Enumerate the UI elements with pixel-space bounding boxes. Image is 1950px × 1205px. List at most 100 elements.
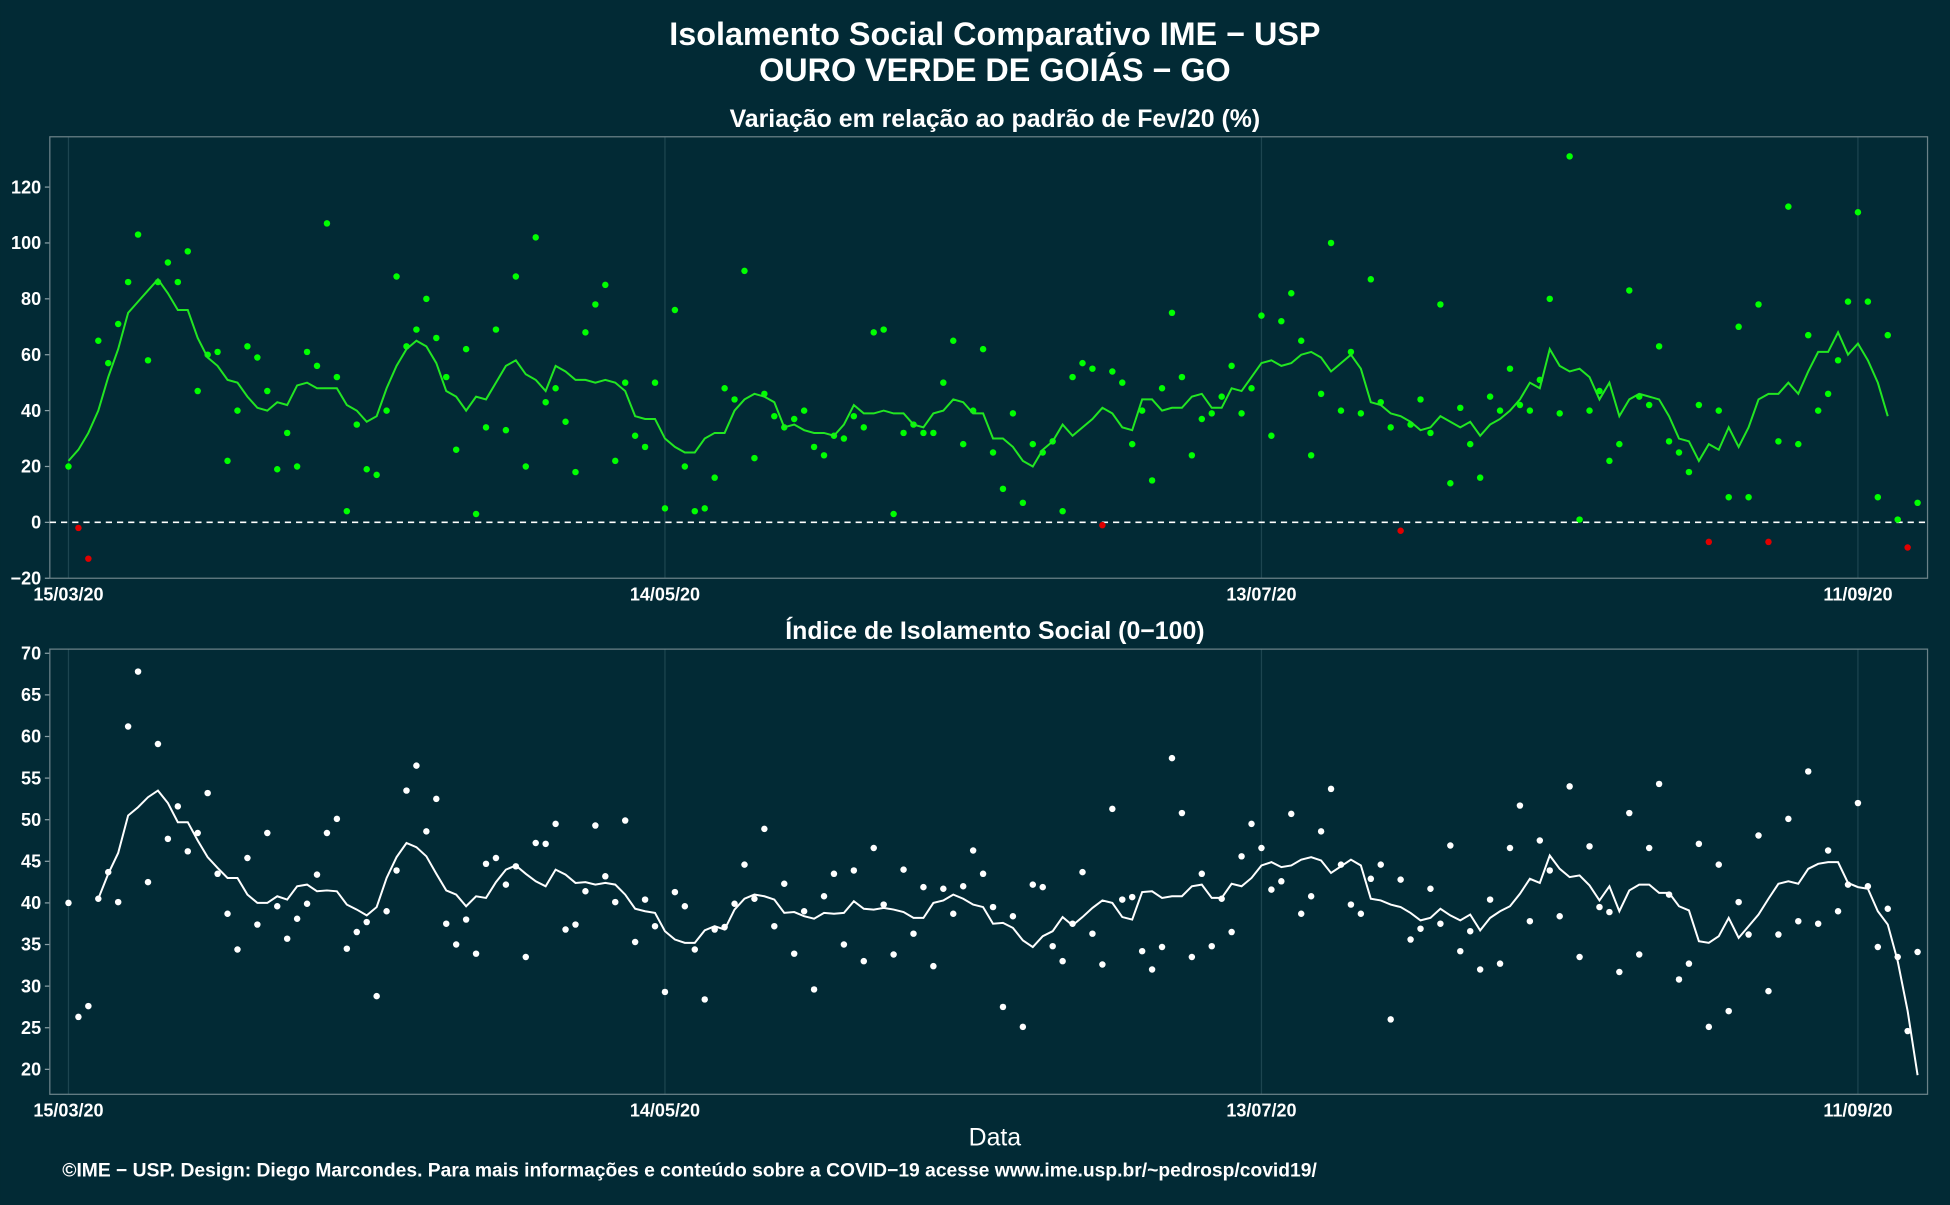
point xyxy=(1099,961,1106,968)
point xyxy=(1675,976,1683,983)
point xyxy=(1795,440,1802,448)
x-tick-label: 11/09/20 xyxy=(1823,585,1892,605)
point xyxy=(293,463,301,470)
point xyxy=(413,762,420,769)
point xyxy=(920,883,927,891)
point xyxy=(114,320,122,328)
point xyxy=(900,866,907,873)
point xyxy=(462,916,470,923)
point xyxy=(582,329,589,336)
caption: ©IME − USP. Design: Diego Marcondes. Par… xyxy=(62,1160,1317,1181)
point xyxy=(164,835,172,843)
point xyxy=(989,903,997,911)
point xyxy=(234,946,241,953)
point xyxy=(1645,844,1653,852)
point xyxy=(661,988,669,996)
point xyxy=(1387,1016,1394,1023)
point xyxy=(1904,544,1911,551)
point xyxy=(323,220,331,227)
point xyxy=(1238,853,1245,860)
point xyxy=(1745,931,1752,938)
moving-average-line xyxy=(67,277,1889,468)
point xyxy=(254,921,261,928)
point xyxy=(959,440,967,448)
point xyxy=(1198,870,1206,878)
y-tick-label: 100 xyxy=(11,233,41,253)
point xyxy=(313,871,321,878)
point xyxy=(1884,331,1891,339)
point xyxy=(1685,468,1693,476)
point xyxy=(274,466,281,473)
point xyxy=(1755,301,1762,308)
point xyxy=(542,398,549,406)
point xyxy=(602,281,609,289)
point xyxy=(1367,276,1375,283)
point xyxy=(1566,153,1573,160)
point xyxy=(761,825,768,833)
point xyxy=(1645,401,1653,409)
point xyxy=(671,888,679,896)
point xyxy=(641,443,649,451)
point xyxy=(184,848,192,855)
point xyxy=(562,926,569,933)
point xyxy=(1596,903,1603,911)
point xyxy=(1317,390,1325,398)
point xyxy=(602,873,609,880)
point xyxy=(452,446,460,453)
point xyxy=(85,555,92,562)
point xyxy=(1009,410,1017,417)
point xyxy=(1556,912,1563,920)
point xyxy=(1735,898,1742,906)
point xyxy=(1039,883,1046,891)
point xyxy=(721,385,728,392)
point xyxy=(552,385,559,392)
point xyxy=(1297,337,1305,344)
point xyxy=(214,870,221,878)
point xyxy=(1208,942,1215,950)
point xyxy=(174,278,182,286)
point xyxy=(999,485,1007,493)
point xyxy=(1198,415,1206,423)
point xyxy=(433,334,440,342)
y-tick-label: −20 xyxy=(11,568,42,588)
point xyxy=(1616,440,1623,448)
point xyxy=(1148,966,1156,973)
point xyxy=(930,429,937,437)
point xyxy=(1188,953,1196,961)
point xyxy=(393,273,400,280)
point xyxy=(800,407,808,414)
point xyxy=(651,379,659,386)
point xyxy=(1814,407,1822,414)
y-tick-label: 40 xyxy=(21,401,41,421)
point xyxy=(1466,927,1474,935)
y-tick-label: 20 xyxy=(21,457,41,477)
point xyxy=(840,941,848,948)
point xyxy=(1327,785,1335,793)
point xyxy=(810,443,818,451)
point xyxy=(522,463,530,470)
point xyxy=(1228,928,1235,936)
point xyxy=(880,326,887,333)
point xyxy=(1208,410,1215,417)
point xyxy=(830,870,838,878)
point xyxy=(850,412,858,420)
point xyxy=(621,379,629,386)
panel-title: Índice de Isolamento Social (0−100) xyxy=(785,616,1204,645)
point xyxy=(1357,410,1365,417)
point xyxy=(333,815,341,823)
point xyxy=(1486,896,1494,903)
point xyxy=(800,908,808,915)
point xyxy=(224,910,231,917)
point xyxy=(343,507,351,515)
point xyxy=(472,950,480,957)
point xyxy=(661,505,669,512)
point xyxy=(1417,396,1424,403)
point xyxy=(373,471,380,479)
point xyxy=(194,829,201,837)
point xyxy=(771,412,778,420)
point xyxy=(969,847,977,854)
plot-frame xyxy=(49,136,1929,579)
point xyxy=(1427,429,1434,437)
point xyxy=(65,899,72,907)
